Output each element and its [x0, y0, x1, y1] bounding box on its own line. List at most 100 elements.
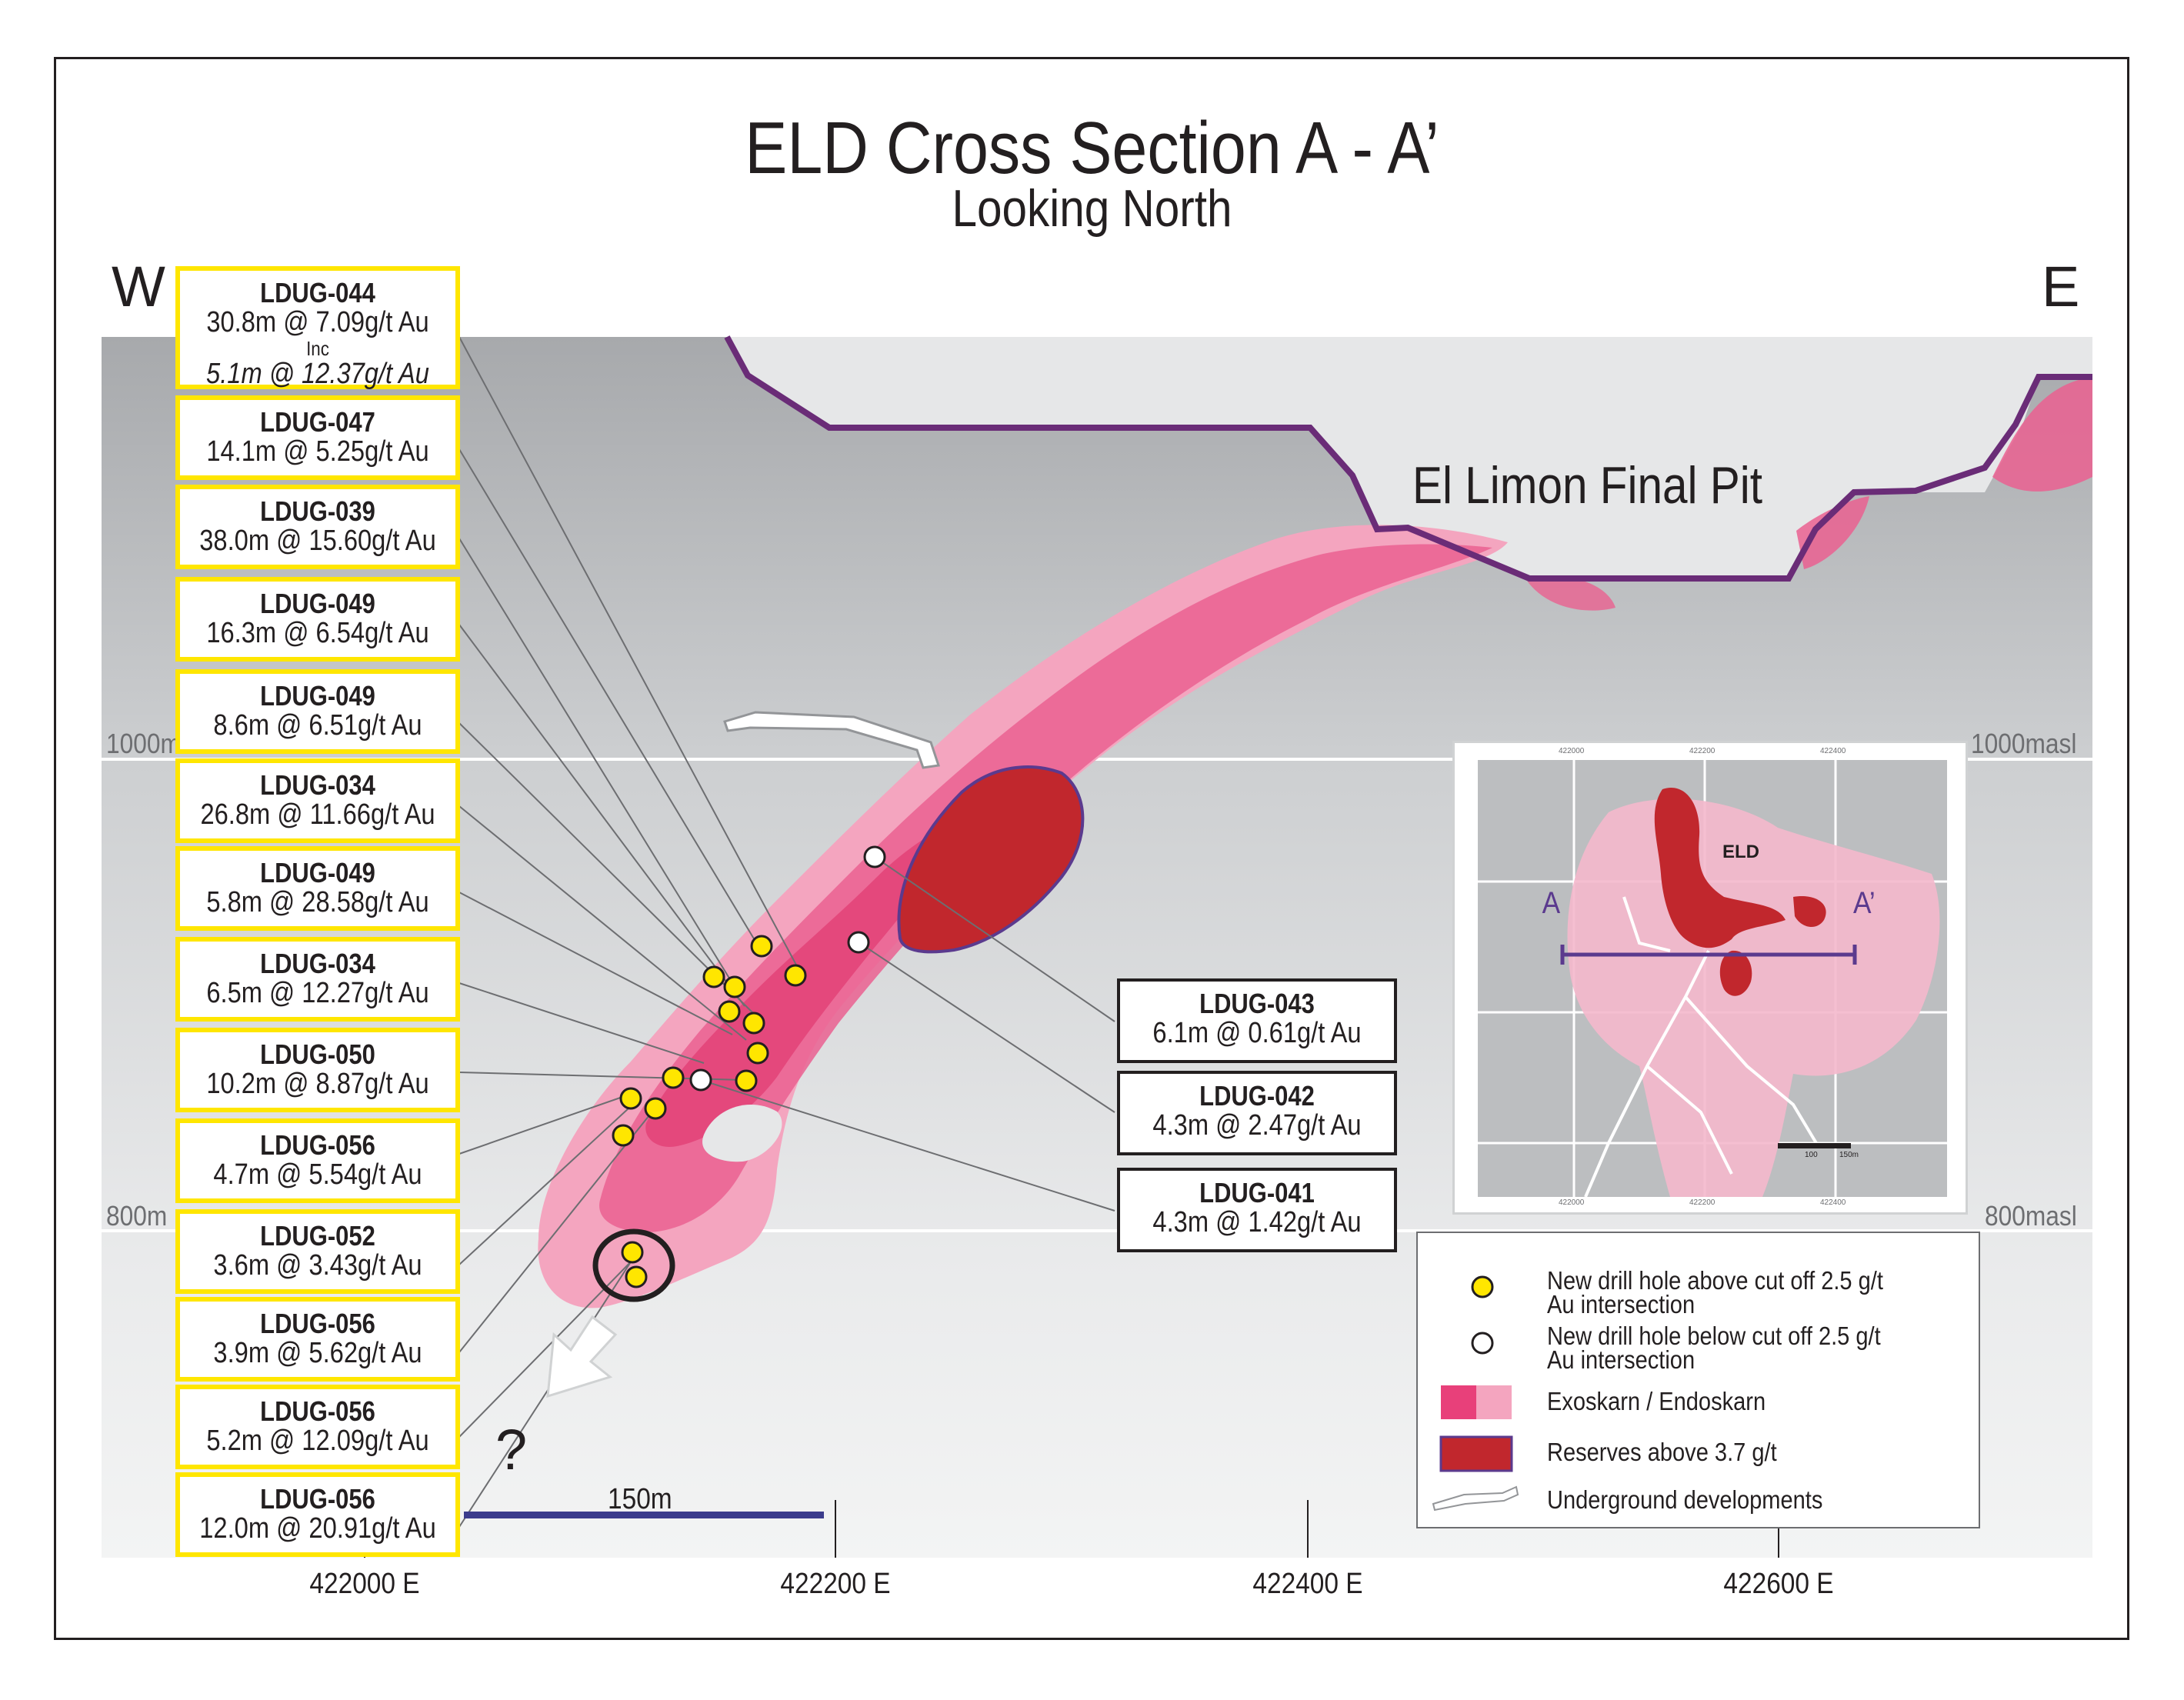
intercept-box: LDUG-034 26.8m @ 11.66g/t Au [175, 758, 460, 843]
hole-id: LDUG-049 [260, 680, 375, 712]
intercept-box: LDUG-042 4.3m @ 2.47g/t Au [1117, 1071, 1397, 1155]
hole-id: LDUG-050 [260, 1038, 375, 1070]
intercept-result: 14.1m @ 5.25g/t Au [206, 435, 429, 468]
hole-id: LDUG-043 [1199, 988, 1315, 1019]
collar-above-cutoff [644, 1097, 667, 1120]
legend-endoskarn-swatch [1476, 1385, 1512, 1419]
collar-above-cutoff [723, 975, 746, 998]
legend-underground-symbol [1432, 1485, 1519, 1512]
intercept-box: LDUG-056 4.7m @ 5.54g/t Au [175, 1118, 460, 1203]
intercept-box: LDUG-041 4.3m @ 1.42g/t Au [1117, 1168, 1397, 1252]
intercept-box: LDUG-050 10.2m @ 8.87g/t Au [175, 1028, 460, 1112]
collar-above-cutoff [718, 1000, 741, 1023]
intercept-result: 10.2m @ 8.87g/t Au [206, 1067, 429, 1100]
collar-above-cutoff [621, 1241, 644, 1264]
figure-frame [54, 57, 2129, 1640]
legend-below-cutoff-label: New drill hole below cut off 2.5 g/t Au … [1547, 1322, 1881, 1375]
collar-above-cutoff [702, 965, 725, 988]
collar-above-cutoff [784, 964, 807, 987]
hole-id: LDUG-056 [260, 1395, 375, 1427]
west-label: W [112, 255, 165, 318]
scale-bar [464, 1512, 824, 1518]
hole-id: LDUG-034 [260, 769, 375, 801]
intercept-result: 4.3m @ 2.47g/t Au [1152, 1108, 1362, 1142]
skarn-pit-floor [1527, 576, 1615, 611]
intercept-box: LDUG-043 6.1m @ 0.61g/t Au [1117, 978, 1397, 1063]
intercept-result: 16.3m @ 6.54g/t Au [206, 616, 429, 649]
hole-id: LDUG-042 [1199, 1080, 1315, 1112]
collar-below-cutoff [863, 845, 886, 868]
inset-reserves-east [1793, 896, 1826, 928]
intercept-box: LDUG-056 5.2m @ 12.09g/t Au [175, 1385, 460, 1469]
hole-id: LDUG-056 [260, 1308, 375, 1339]
legend: New drill hole above cut off 2.5 g/t Au … [1416, 1232, 1980, 1528]
intercept-box: LDUG-049 5.8m @ 28.58g/t Au [175, 846, 460, 931]
intercept-box: LDUG-034 6.5m @ 12.27g/t Au [175, 937, 460, 1022]
inset-scale-label: 150m [1839, 1151, 1859, 1159]
intercept-result: 4.7m @ 5.54g/t Au [213, 1158, 422, 1191]
hole-id: LDUG-041 [1199, 1177, 1315, 1208]
intercept-box: LDUG-039 38.0m @ 15.60g/t Au [175, 485, 460, 569]
skarn-gap [702, 1105, 782, 1162]
question-mark: ? [495, 1418, 528, 1482]
intercept-result: 12.0m @ 20.91g/t Au [199, 1512, 436, 1545]
inset-scale-bar [1778, 1143, 1851, 1148]
easting-label: 422200 E [780, 1568, 891, 1600]
intercept-result: 5.8m @ 28.58g/t Au [206, 885, 429, 918]
scale-bar-label: 150m [608, 1483, 672, 1515]
elevation-800-right: 800masl [1985, 1200, 2077, 1232]
down-plunge-arrow [546, 1315, 618, 1398]
skarn-core [645, 815, 969, 1147]
inset-reserves-south [1719, 950, 1752, 996]
including-result: 5.1m @ 12.37g/t Au [206, 357, 429, 390]
skarn-body-outer [538, 525, 1508, 1308]
hole-id: LDUG-039 [260, 495, 375, 527]
intercept-box: LDUG-052 3.6m @ 3.43g/t Au [175, 1209, 460, 1294]
skarn-body-inner [599, 544, 1492, 1232]
pit-air [727, 337, 2092, 578]
inset-grid-label: 422200 [1689, 747, 1716, 755]
collar-above-cutoff [662, 1066, 685, 1089]
hole-id: LDUG-034 [260, 948, 375, 979]
legend-skarn-label: Exoskarn / Endoskarn [1547, 1387, 1766, 1415]
inset-grid-label: 422400 [1820, 747, 1846, 755]
inset-grid-label: 422400 [1820, 1198, 1846, 1207]
inset-label-a: A [1542, 886, 1561, 920]
hole-id: LDUG-044 [260, 277, 375, 308]
leader-lines [458, 336, 1115, 1528]
inset-label-a-prime: A’ [1852, 886, 1876, 920]
legend-below-cutoff-symbol [1471, 1332, 1494, 1355]
intercept-result: 6.1m @ 0.61g/t Au [1152, 1016, 1362, 1049]
intercept-result: 3.9m @ 5.62g/t Au [213, 1336, 422, 1369]
inset-grid-label: 422000 [1559, 747, 1585, 755]
inset-reserves [1654, 788, 1786, 948]
figure-title: ELD Cross Section A - A’ [745, 107, 1439, 189]
inset-plan-map: A A’ ELD 422000 422200 422400 422000 422… [1452, 741, 1968, 1215]
intercept-result: 4.3m @ 1.42g/t Au [1152, 1205, 1362, 1238]
hole-id: LDUG-047 [260, 406, 375, 438]
legend-symbols [1432, 1275, 1519, 1512]
hole-id: LDUG-049 [260, 588, 375, 619]
legend-above-cutoff-symbol [1471, 1275, 1494, 1298]
legend-exoskarn-swatch [1441, 1385, 1476, 1419]
east-label: E [2042, 255, 2080, 318]
collar-above-cutoff [619, 1087, 642, 1110]
collar-above-cutoff [612, 1124, 635, 1147]
intercept-result: 5.2m @ 12.09g/t Au [206, 1424, 429, 1457]
intercept-box: LDUG-056 3.9m @ 5.62g/t Au [175, 1297, 460, 1382]
inset-grid-label: 422000 [1559, 1198, 1585, 1207]
legend-reserves-label: Reserves above 3.7 g/t [1547, 1438, 1777, 1466]
legend-reserves-swatch [1439, 1435, 1513, 1472]
intercept-box: LDUG-049 16.3m @ 6.54g/t Au [175, 577, 460, 662]
hole-id: LDUG-052 [260, 1220, 375, 1252]
including-label: Inc [306, 336, 329, 360]
inset-skarn-footprint [1567, 798, 1940, 1197]
collar-above-cutoff [746, 1042, 769, 1065]
final-pit-line [724, 335, 2092, 582]
intercept-result: 8.6m @ 6.51g/t Au [213, 708, 422, 742]
pit-label: El Limon Final Pit [1412, 456, 1763, 515]
hole-id: LDUG-056 [260, 1129, 375, 1161]
inset-map-drawing [1478, 760, 1947, 1198]
highlight-circle [592, 1228, 675, 1302]
hole-id: LDUG-056 [260, 1483, 375, 1515]
